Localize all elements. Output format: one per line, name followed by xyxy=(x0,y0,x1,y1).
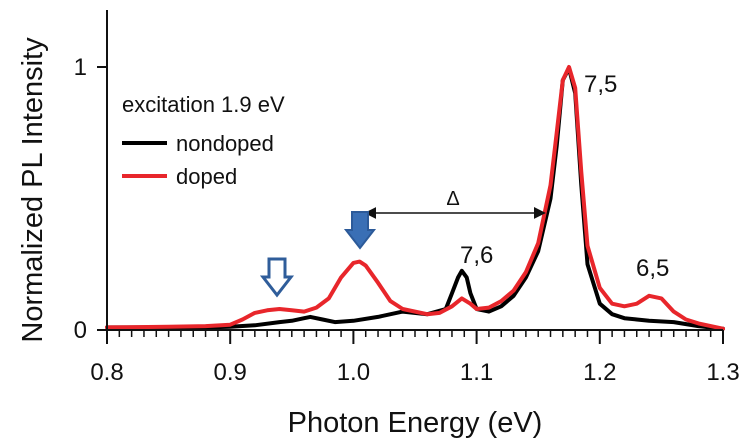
x-tick-label: 1.0 xyxy=(337,359,370,386)
series-layer xyxy=(105,65,725,331)
y-tick-label: 0 xyxy=(74,317,87,344)
x-tick-label: 1.3 xyxy=(706,359,739,386)
legend: excitation 1.9 eV nondoped doped xyxy=(122,92,285,189)
x-tick-label: 1.1 xyxy=(460,359,493,386)
y-axis-title: Normalized PL Intensity xyxy=(17,37,49,343)
legend-label-nondoped: nondoped xyxy=(176,131,274,156)
peak-label: 6,5 xyxy=(636,255,669,282)
y-tick-labels: 01 xyxy=(74,54,87,344)
annotation-layer: 7,5 7,6 6,5 Δ xyxy=(259,71,669,298)
y-tick-label: 1 xyxy=(74,54,87,81)
legend-title: excitation 1.9 eV xyxy=(122,92,285,117)
x-tick-label: 0.8 xyxy=(90,359,123,386)
series-line-doped xyxy=(105,65,725,331)
x-axis-ticks xyxy=(106,330,724,344)
x-tick-label: 0.9 xyxy=(214,359,247,386)
y-axis-ticks xyxy=(97,66,107,331)
delta-label: Δ xyxy=(446,188,459,210)
peak-label: 7,5 xyxy=(584,71,617,98)
legend-label-doped: doped xyxy=(176,164,237,189)
x-tick-labels: 0.8 0.9 1.0 1.1 1.2 1.3 xyxy=(90,359,739,386)
hollow-down-arrow-icon xyxy=(259,257,295,298)
series-line-nondoped xyxy=(105,66,725,331)
x-axis-title: Photon Energy (eV) xyxy=(288,407,543,439)
peak-label: 7,6 xyxy=(460,242,493,269)
filled-down-arrow-icon xyxy=(343,211,377,250)
x-tick-label: 1.2 xyxy=(583,359,616,386)
